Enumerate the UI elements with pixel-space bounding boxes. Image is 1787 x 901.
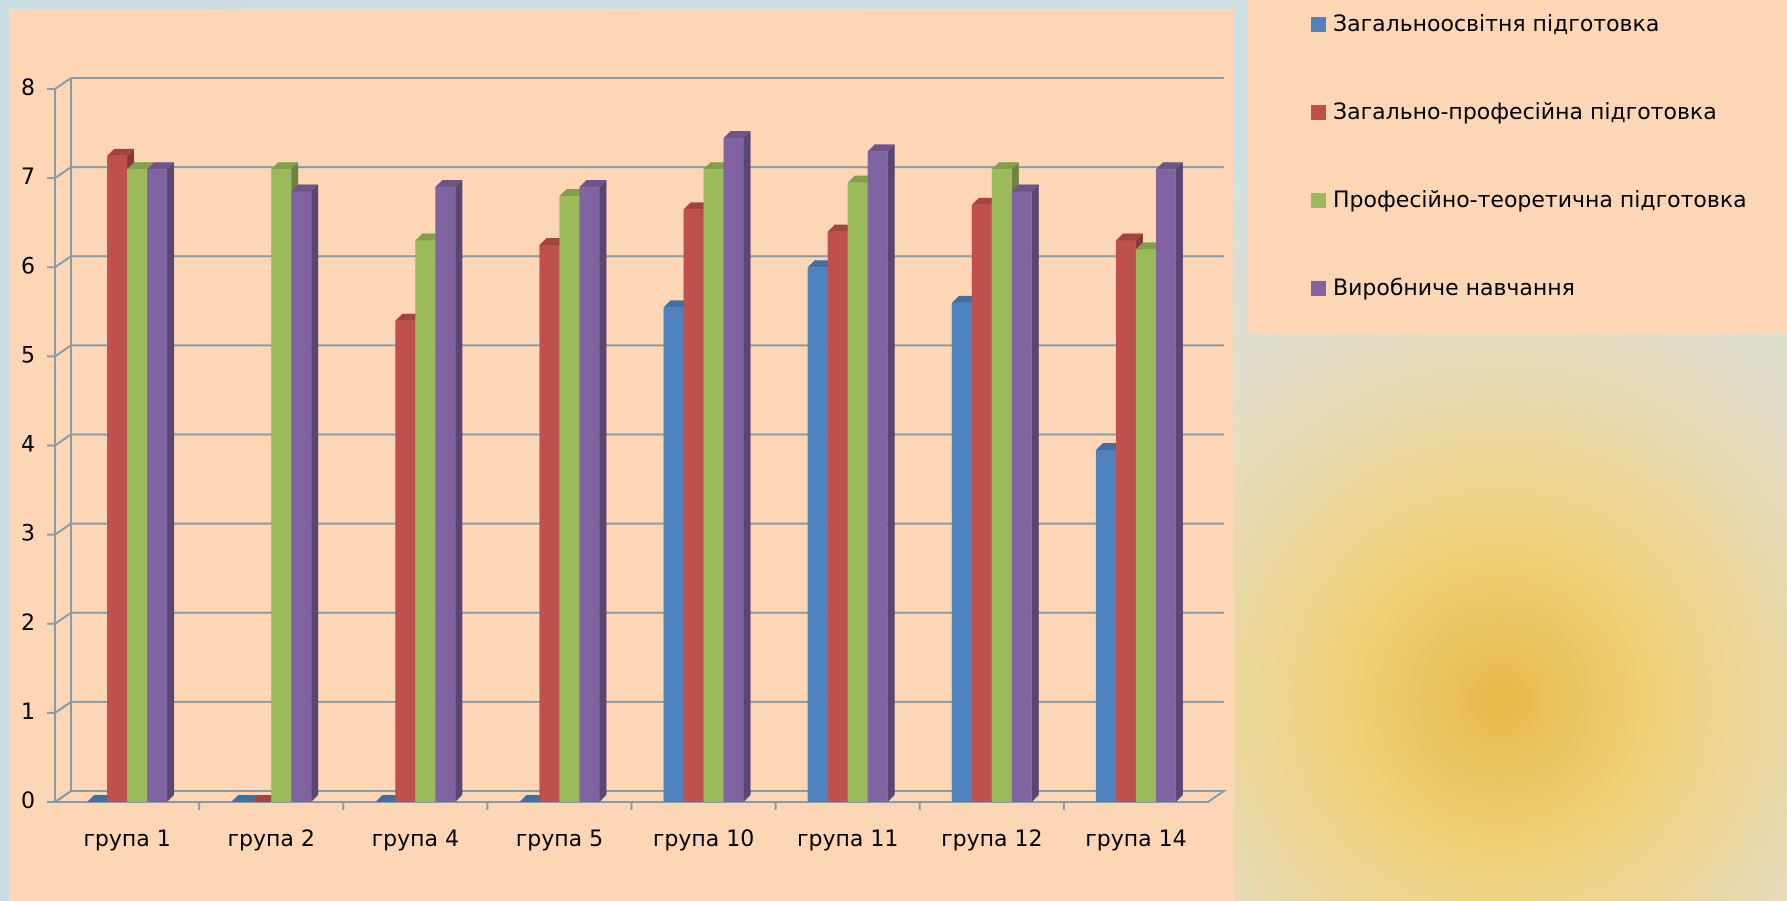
x-tick-label: група 4 [372, 827, 459, 852]
bar [972, 205, 992, 802]
legend-swatch [1311, 193, 1326, 208]
bar [992, 169, 1012, 802]
x-tick-label: група 14 [1085, 827, 1186, 852]
y-tick-label: 5 [21, 343, 35, 368]
x-tick-label: група 5 [516, 827, 603, 852]
y-tick-label: 0 [21, 789, 35, 814]
bar [664, 307, 684, 802]
chart: 0 1 2 3 4 5 6 7 8 група 1 група 2 група 4 група 5 гру… [0, 0, 1787, 901]
x-tick-label: група 10 [653, 827, 754, 852]
bar-side [455, 180, 462, 802]
bar [107, 156, 127, 802]
bar [828, 232, 848, 802]
bar [684, 209, 704, 802]
x-tick-label: група 2 [227, 827, 314, 852]
bar [808, 267, 828, 802]
y-tick-label: 1 [21, 700, 35, 725]
bar [704, 169, 724, 802]
plot-panel [9, 9, 1234, 901]
bar [415, 241, 435, 802]
bar [1096, 450, 1116, 802]
bar-side [599, 180, 606, 802]
bar [848, 183, 868, 802]
x-tick-label: група 11 [797, 827, 898, 852]
legend-swatch [1311, 17, 1326, 32]
bar [559, 196, 579, 802]
bar-side [1176, 162, 1183, 802]
x-tick-label: група 12 [941, 827, 1042, 852]
x-tick-label: група 1 [83, 827, 170, 852]
bar [271, 169, 291, 802]
y-tick-label: 2 [21, 611, 35, 636]
bar-side [311, 184, 318, 802]
bar [724, 138, 744, 802]
bar [127, 169, 147, 802]
bar [395, 321, 415, 802]
bar [868, 151, 888, 802]
bar [1116, 241, 1136, 802]
bar [1136, 249, 1156, 802]
bar [952, 303, 972, 802]
bar [1156, 169, 1176, 802]
bar-side [167, 162, 174, 802]
bar-side [888, 144, 895, 802]
bar [1012, 191, 1032, 802]
legend-label: Загально-професійна підготовка [1333, 100, 1717, 125]
bar [291, 191, 311, 802]
legend-swatch [1311, 105, 1326, 120]
bar-side [1032, 184, 1039, 802]
bar [147, 169, 167, 802]
legend-label: Професійно-теоретична підготовка [1333, 188, 1747, 213]
legend-swatch [1311, 281, 1326, 296]
y-tick-label: 6 [21, 254, 35, 279]
bar [539, 245, 559, 802]
bar [579, 187, 599, 802]
y-tick-label: 8 [21, 76, 35, 101]
bar [435, 187, 455, 802]
legend-label: Виробниче навчання [1333, 276, 1575, 301]
y-tick-label: 3 [21, 522, 35, 547]
y-tick-label: 7 [21, 165, 35, 190]
bar-side [744, 131, 751, 802]
y-tick-label: 4 [21, 433, 35, 458]
legend-label: Загальноосвітня підготовка [1333, 12, 1659, 37]
